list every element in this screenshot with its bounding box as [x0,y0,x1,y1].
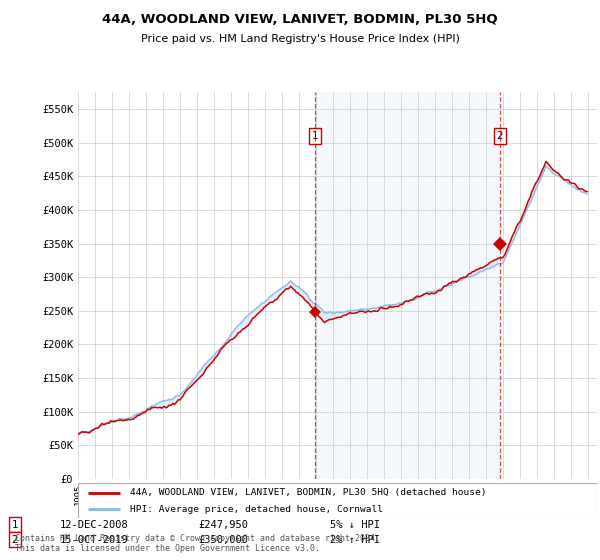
Text: Contains HM Land Registry data © Crown copyright and database right 2024.
This d: Contains HM Land Registry data © Crown c… [15,534,380,553]
Text: 2% ↑ HPI: 2% ↑ HPI [330,535,380,545]
Text: 2: 2 [11,535,19,545]
Text: HPI: Average price, detached house, Cornwall: HPI: Average price, detached house, Corn… [130,505,383,514]
Text: Price paid vs. HM Land Registry's House Price Index (HPI): Price paid vs. HM Land Registry's House … [140,34,460,44]
Text: 44A, WOODLAND VIEW, LANIVET, BODMIN, PL30 5HQ (detached house): 44A, WOODLAND VIEW, LANIVET, BODMIN, PL3… [130,488,487,497]
Text: 44A, WOODLAND VIEW, LANIVET, BODMIN, PL30 5HQ: 44A, WOODLAND VIEW, LANIVET, BODMIN, PL3… [102,13,498,26]
FancyBboxPatch shape [78,483,597,518]
Text: 1: 1 [11,520,19,530]
Bar [316,92,500,479]
Text: 12-DEC-2008: 12-DEC-2008 [60,520,129,530]
Text: 15-OCT-2019: 15-OCT-2019 [60,535,129,545]
Text: 5% ↓ HPI: 5% ↓ HPI [330,520,380,530]
Text: 2: 2 [497,131,503,141]
Text: £350,000: £350,000 [198,535,248,545]
Text: £247,950: £247,950 [198,520,248,530]
Text: 1: 1 [312,131,319,141]
